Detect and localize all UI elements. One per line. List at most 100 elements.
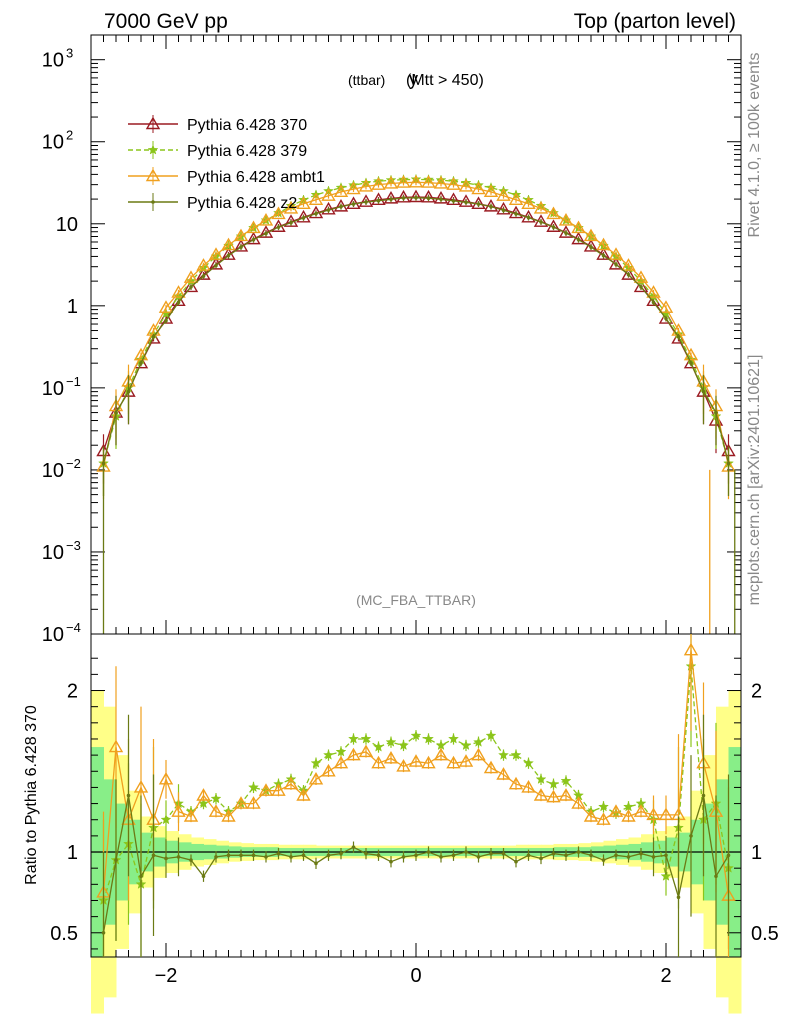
dot-marker	[551, 225, 556, 229]
y-tick-exponent: 3	[66, 46, 73, 61]
triangle-marker	[296, 788, 311, 801]
triangle-marker	[521, 196, 536, 210]
dot-marker	[726, 461, 731, 466]
triangle-marker	[233, 228, 249, 242]
triangle-marker	[346, 747, 361, 761]
triangle-marker	[633, 279, 649, 293]
triangle-marker	[246, 796, 261, 809]
triangle-marker	[421, 755, 436, 769]
star-marker	[435, 739, 447, 751]
triangle-marker	[496, 188, 511, 201]
dot-marker	[639, 851, 643, 856]
triangle-marker	[358, 744, 374, 758]
dot-marker	[664, 853, 668, 858]
series-line	[102, 181, 730, 467]
triangle-marker	[108, 739, 124, 753]
triangle-marker	[271, 783, 286, 796]
triangle-marker	[396, 189, 411, 203]
dot-marker	[501, 208, 506, 213]
dot-marker	[589, 245, 593, 249]
ratio-plot: 2 2 1 1 0.5 0.5 −2 0 2	[50, 633, 779, 1014]
triangle-marker	[333, 755, 349, 769]
triangle-marker	[296, 196, 311, 210]
legend-item: Pythia 6.428 z2	[128, 193, 297, 212]
legend-item: Pythia 6.428 370	[128, 115, 307, 134]
dot-marker	[501, 851, 506, 856]
triangle-marker	[208, 247, 224, 260]
triangle-marker	[533, 788, 549, 801]
dot-marker	[326, 208, 331, 212]
header-left: 7000 GeV pp	[104, 10, 228, 33]
star-marker	[310, 757, 322, 768]
star-marker	[248, 781, 259, 793]
triangle-marker	[446, 755, 461, 769]
star-marker	[410, 729, 422, 741]
triangle-marker	[471, 747, 486, 761]
dot-marker	[326, 853, 331, 858]
dot-marker	[514, 859, 518, 864]
ratio-y-tick-label: 2	[67, 681, 78, 703]
star-marker	[660, 870, 672, 881]
plot-title-sub: (ttbar)	[348, 72, 385, 88]
triangle-marker	[383, 176, 399, 189]
dot-marker	[351, 845, 356, 849]
legend-label: Pythia 6.428 370	[187, 117, 307, 134]
dot-marker	[676, 895, 681, 900]
triangle-marker	[546, 206, 561, 220]
dot-marker	[376, 198, 381, 203]
triangle-marker	[496, 201, 511, 215]
star-marker	[360, 733, 372, 744]
dot-marker	[714, 410, 718, 415]
dot-marker	[114, 410, 118, 415]
y-tick-exponent: −4	[66, 620, 81, 635]
triangle-marker	[158, 300, 174, 313]
triangle-marker	[508, 192, 524, 206]
dot-marker	[514, 212, 518, 216]
dot-marker	[139, 361, 143, 365]
triangle-marker	[421, 189, 436, 203]
triangle-marker	[171, 804, 186, 817]
dot-marker	[551, 851, 556, 856]
dot-marker	[576, 850, 581, 854]
dot-marker	[689, 834, 693, 838]
dot-marker	[564, 231, 568, 235]
triangle-marker	[433, 176, 449, 189]
dot-marker	[214, 263, 218, 268]
plot-title-cut: (Mtt > 450)	[406, 72, 484, 89]
star-marker	[460, 739, 472, 751]
dot-marker	[276, 851, 281, 856]
ratio-y-tick-label-right: 2	[751, 681, 762, 703]
triangle-marker	[158, 771, 174, 785]
triangle-marker	[508, 205, 524, 219]
rivet-version-label: Rivet 4.1.0, ≥ 100k events	[746, 53, 763, 238]
legend: Pythia 6.428 370 Pythia 6.428 379 Pythia 6…	[128, 115, 325, 212]
triangle-marker	[183, 279, 199, 293]
y-tick-exponent: 2	[66, 128, 73, 143]
legend-label: Pythia 6.428 z2	[187, 195, 297, 212]
triangle-marker	[271, 206, 286, 220]
y-tick-label: 10	[56, 214, 78, 236]
ratio-series-pythia-6.428-379	[98, 634, 734, 957]
triangle-marker	[383, 190, 399, 204]
dot-marker	[476, 855, 481, 859]
star-marker	[323, 749, 334, 760]
dot-marker	[614, 262, 618, 267]
series-line	[102, 197, 730, 464]
dot-marker	[176, 855, 181, 859]
dot-marker	[539, 220, 543, 224]
dot-marker	[376, 853, 381, 858]
triangle-marker	[371, 177, 386, 190]
dot-marker	[414, 195, 418, 200]
star-marker	[510, 749, 522, 760]
series-pythia-6.428-370	[96, 189, 736, 484]
dot-marker	[339, 204, 343, 209]
dot-marker	[701, 793, 706, 798]
triangle-marker	[608, 256, 624, 270]
triangle-marker	[283, 776, 299, 790]
dot-marker	[489, 204, 493, 209]
triangle-marker	[396, 175, 411, 188]
dot-marker	[539, 856, 543, 861]
triangle-marker	[333, 184, 349, 198]
dot-marker	[451, 199, 456, 203]
dot-marker	[626, 272, 631, 277]
